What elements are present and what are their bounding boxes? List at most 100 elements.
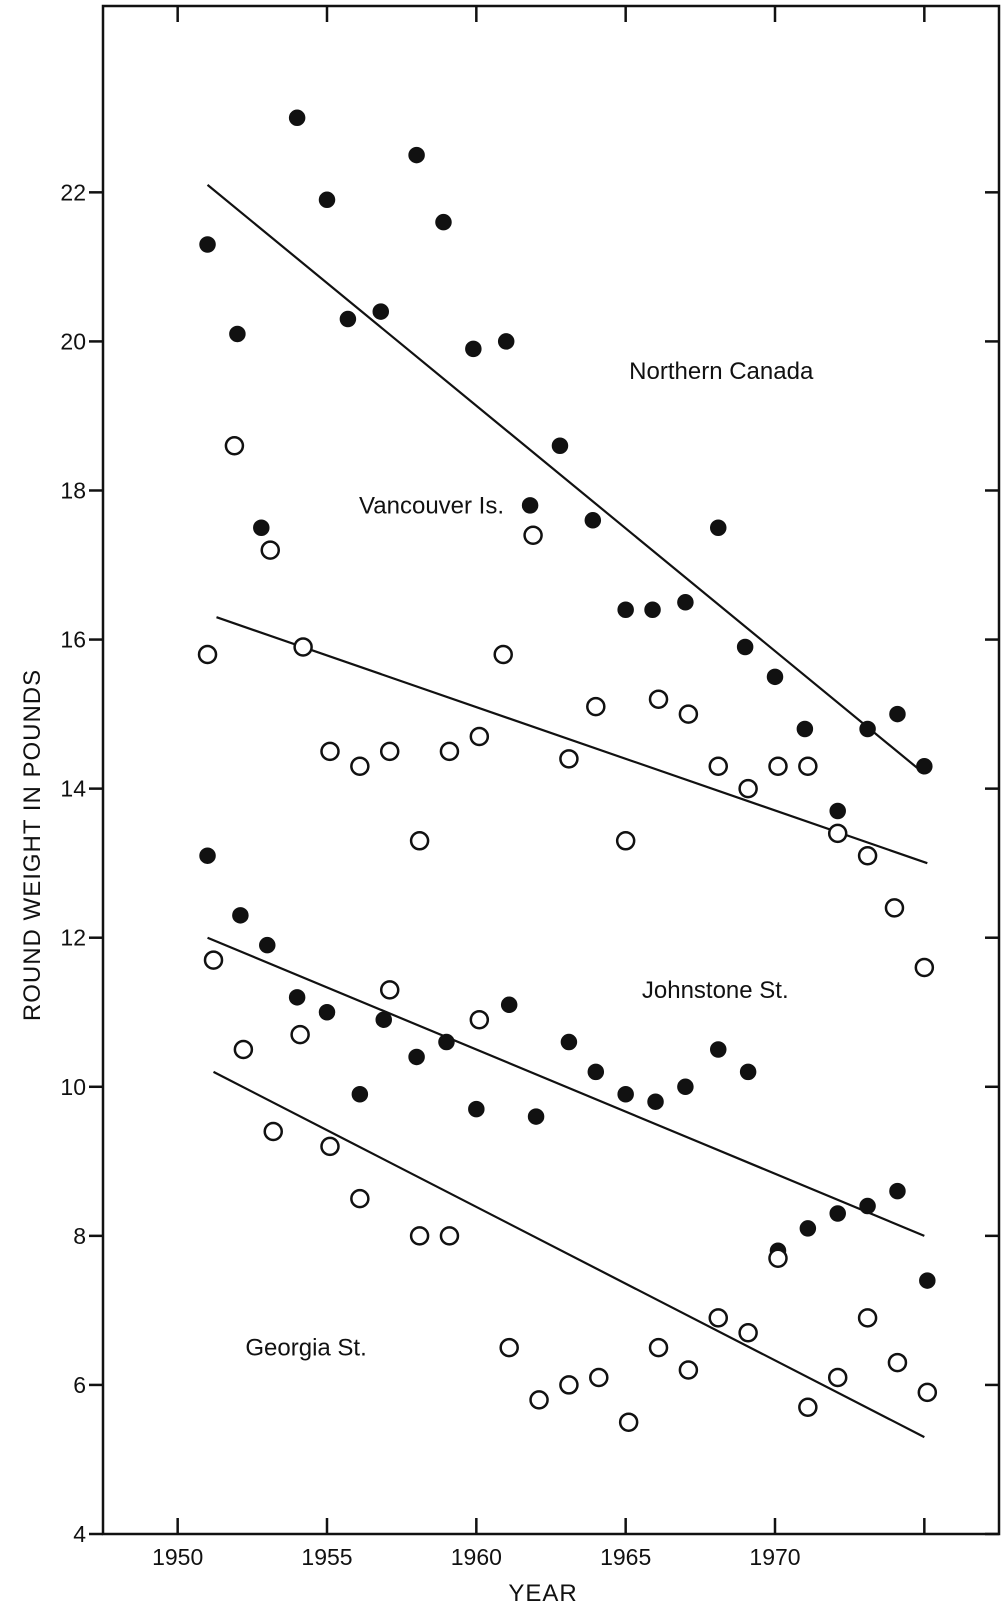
trend-line — [213, 1070, 925, 1439]
trend-line — [206, 184, 926, 775]
open-point — [708, 756, 729, 777]
open-point — [409, 831, 430, 851]
open-point — [409, 1226, 430, 1246]
open-point — [320, 1136, 340, 1157]
open-point — [615, 831, 636, 851]
open-point — [469, 726, 490, 747]
filled-point — [259, 936, 276, 954]
open-point — [857, 1308, 878, 1328]
y-tick-label: 6 — [73, 1372, 86, 1398]
open-point — [233, 1039, 254, 1060]
x-tick-label: 1960 — [451, 1544, 502, 1570]
open-point — [798, 756, 818, 777]
filled-point — [587, 1063, 605, 1081]
data-points — [197, 109, 938, 1432]
filled-point — [253, 519, 270, 537]
open-point — [263, 1121, 283, 1142]
filled-point — [497, 333, 515, 350]
open-point — [618, 1412, 639, 1432]
filled-point — [829, 1205, 846, 1222]
filled-point — [647, 1093, 664, 1110]
open-point — [224, 436, 245, 456]
open-point — [559, 749, 579, 769]
open-point — [559, 1375, 579, 1395]
region-label: Northern Canada — [629, 358, 814, 385]
filled-point — [339, 310, 357, 328]
filled-point — [859, 1197, 876, 1215]
open-point — [738, 778, 758, 799]
filled-point — [799, 1220, 817, 1237]
filled-point — [229, 325, 246, 343]
open-point — [768, 756, 788, 777]
filled-point — [560, 1033, 578, 1051]
trend-line — [216, 616, 928, 865]
open-point — [293, 637, 313, 657]
filled-point — [465, 340, 482, 358]
open-point — [379, 741, 400, 762]
open-point — [197, 644, 218, 665]
open-point — [493, 644, 513, 665]
region-labels: Northern Canada Vancouver Is. Johnstone St… — [245, 358, 814, 1361]
filled-point — [551, 437, 569, 455]
filled-point — [739, 1063, 757, 1081]
y-tick-label: 22 — [60, 179, 86, 205]
filled-point — [766, 668, 784, 686]
filled-point — [318, 191, 336, 209]
filled-point — [677, 1078, 694, 1096]
open-point — [350, 756, 370, 777]
region-label: Johnstone St. — [642, 977, 789, 1004]
filled-point — [617, 601, 634, 618]
plot-frame — [101, 4, 1001, 1536]
open-point — [738, 1323, 758, 1343]
filled-point — [859, 720, 876, 738]
filled-point — [677, 594, 694, 611]
open-point — [914, 957, 935, 978]
trend-lines — [206, 184, 928, 1439]
filled-point — [408, 146, 425, 164]
open-point — [586, 696, 606, 717]
open-point — [260, 540, 281, 560]
filled-point — [288, 989, 306, 1006]
filled-point — [435, 213, 452, 231]
x-tick-label: 1965 — [600, 1544, 651, 1570]
filled-point — [829, 802, 846, 820]
filled-point — [372, 303, 390, 320]
open-point — [439, 1226, 460, 1246]
filled-point — [408, 1048, 425, 1066]
filled-point — [351, 1085, 369, 1103]
open-point — [798, 1397, 818, 1418]
open-point — [379, 980, 400, 1000]
filled-point — [584, 512, 602, 529]
open-point — [857, 845, 878, 866]
open-point — [678, 704, 699, 724]
filled-point — [521, 497, 539, 514]
filled-point — [889, 705, 906, 723]
open-point — [678, 1360, 699, 1380]
y-tick-label: 12 — [60, 925, 86, 951]
open-point — [290, 1024, 310, 1045]
open-point — [523, 525, 543, 545]
trend-line — [207, 936, 925, 1237]
filled-point — [796, 720, 814, 738]
open-point — [884, 898, 905, 918]
filled-point — [199, 236, 216, 253]
y-tick-label: 18 — [60, 477, 86, 503]
open-point — [439, 741, 460, 762]
open-point — [589, 1367, 609, 1388]
open-point — [350, 1188, 370, 1209]
x-tick-label: 1970 — [749, 1544, 800, 1570]
y-tick-label: 14 — [60, 776, 86, 802]
filled-point — [919, 1272, 936, 1289]
open-point — [768, 1248, 788, 1268]
open-point — [529, 1390, 549, 1410]
x-axis: 1950 1955 1960 1965 1970 — [152, 6, 926, 1570]
filled-point — [916, 758, 933, 775]
y-tick-label: 16 — [60, 627, 86, 653]
open-point — [887, 1352, 908, 1373]
filled-point — [736, 638, 754, 656]
y-tick-label: 10 — [60, 1074, 86, 1100]
filled-point — [527, 1108, 545, 1125]
filled-point — [438, 1033, 455, 1051]
filled-point — [288, 109, 306, 127]
